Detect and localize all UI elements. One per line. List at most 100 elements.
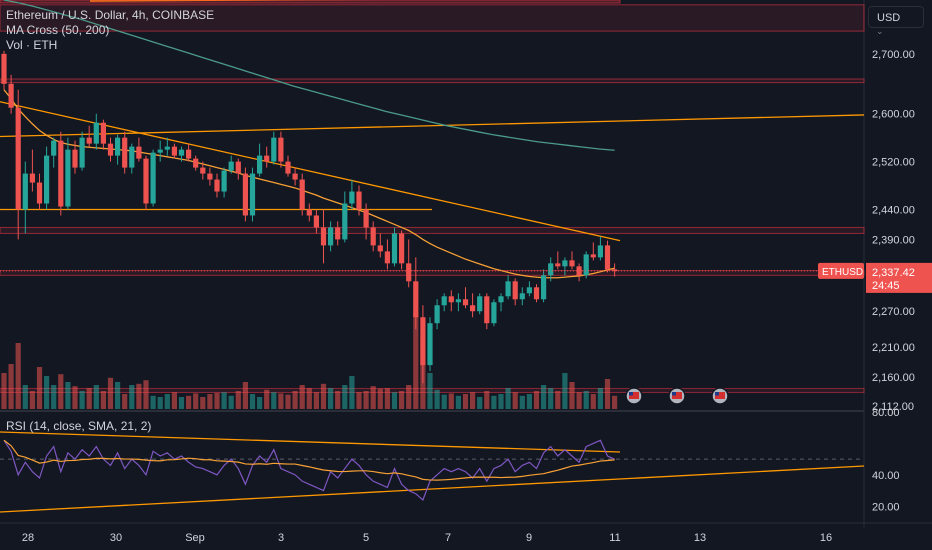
- candle-body: [65, 149, 71, 207]
- volume-bar: [235, 391, 241, 409]
- volume-bar: [583, 391, 589, 409]
- volume-bar: [313, 392, 319, 409]
- volume-bar: [115, 382, 121, 409]
- candle-body: [498, 296, 504, 303]
- candle-body: [100, 122, 106, 144]
- resistance-zone: [0, 78, 865, 84]
- currency-selector[interactable]: USD: [868, 6, 924, 28]
- candle-body: [377, 245, 383, 252]
- rsi-line: [3, 439, 615, 502]
- volume-bar: [100, 391, 106, 409]
- candle-body: [413, 281, 419, 318]
- candle-body: [51, 140, 57, 156]
- volume-bar: [320, 383, 327, 409]
- volume-bar: [349, 376, 355, 409]
- volume-bar: [590, 394, 596, 409]
- candle-body: [441, 296, 447, 306]
- candle-body: [79, 137, 85, 168]
- volume-bar: [384, 388, 390, 409]
- volume-bar: [228, 395, 234, 409]
- volume-bar: [157, 397, 163, 409]
- volume-bar: [612, 395, 618, 409]
- candle-body: [150, 152, 156, 204]
- volume-bar: [448, 393, 454, 409]
- volume-bar: [434, 389, 440, 409]
- volume-bar: [477, 397, 483, 409]
- volume-bar: [427, 373, 433, 409]
- candle-body: [427, 323, 433, 366]
- candle-body: [200, 167, 206, 174]
- candle-body: [58, 140, 64, 207]
- candle-body: [342, 203, 348, 240]
- volume-bar: [107, 377, 114, 409]
- candle-body: [221, 170, 227, 192]
- candle-body: [143, 158, 149, 204]
- candle-body: [477, 296, 483, 312]
- rsi-sma-line: [3, 439, 615, 481]
- candle-body: [612, 269, 618, 272]
- volume-bar: [278, 393, 284, 409]
- volume-bar: [555, 391, 561, 409]
- volume-bar: [186, 395, 192, 409]
- volume-bar: [399, 391, 405, 409]
- volume-bar: [335, 391, 341, 409]
- time-tick-label: 3: [278, 532, 284, 544]
- volume-bar: [498, 394, 504, 409]
- candle-body: [278, 137, 284, 162]
- candle-body: [597, 245, 603, 258]
- volume-bar: [150, 395, 156, 409]
- candle-body: [228, 161, 234, 171]
- chevron-down-icon[interactable]: ⌄: [876, 26, 884, 36]
- candle-body: [455, 299, 461, 303]
- candle-body: [136, 146, 142, 159]
- volume-bar: [44, 376, 50, 409]
- price-tick-label: 2,440.00: [872, 204, 915, 216]
- ticker-badge: [818, 262, 864, 279]
- volume-bar: [569, 382, 575, 409]
- chart-legend: Ethereum / U.S. Dollar, 4h, COINBASE MA …: [6, 8, 214, 53]
- volume-bar: [257, 397, 263, 409]
- flag-stripes: [715, 392, 725, 399]
- rsi-legend[interactable]: RSI (14, close, SMA, 21, 2): [6, 419, 152, 433]
- symbol-title[interactable]: Ethereum / U.S. Dollar, 4h, COINBASE: [6, 8, 215, 22]
- candle-body: [335, 227, 341, 240]
- candle-body: [399, 233, 405, 264]
- candle-body: [306, 209, 312, 216]
- candle-body: [519, 293, 525, 300]
- event-flag-icon[interactable]: [668, 387, 686, 405]
- volume-bar: [65, 382, 71, 409]
- candle-body: [129, 146, 135, 168]
- volume-bar: [15, 343, 21, 409]
- candle-body: [548, 263, 554, 276]
- candle-body: [384, 251, 390, 264]
- candle-body: [328, 227, 334, 246]
- ma-cross-label[interactable]: MA Cross (50, 200): [6, 23, 110, 37]
- time-tick-label: 30: [110, 532, 122, 544]
- rsi-tick-label: 80.00: [872, 407, 900, 419]
- candle-body: [555, 263, 561, 267]
- volume-bar: [214, 392, 220, 409]
- candle-body: [569, 260, 575, 267]
- volume-bar: [562, 373, 568, 409]
- volume-bar: [505, 388, 511, 409]
- volume-bar: [526, 394, 532, 409]
- candle-body: [406, 263, 412, 282]
- volume-bar: [491, 395, 497, 409]
- volume-label[interactable]: Vol · ETH: [6, 38, 58, 52]
- candle-body: [505, 281, 511, 297]
- candle-body: [604, 245, 611, 270]
- candle-body: [526, 287, 532, 294]
- volume-bar: [342, 385, 348, 409]
- volume-bar: [22, 385, 28, 409]
- volume-bar: [377, 388, 383, 409]
- event-flag-icon[interactable]: [625, 387, 643, 405]
- time-tick-label: 9: [526, 532, 532, 544]
- volume-bar: [576, 392, 582, 409]
- volume-bar: [512, 392, 518, 409]
- countdown-label: 24:45: [872, 280, 900, 292]
- candle-body: [292, 173, 298, 180]
- candle-body: [122, 137, 128, 168]
- event-flag-icon[interactable]: [711, 387, 729, 405]
